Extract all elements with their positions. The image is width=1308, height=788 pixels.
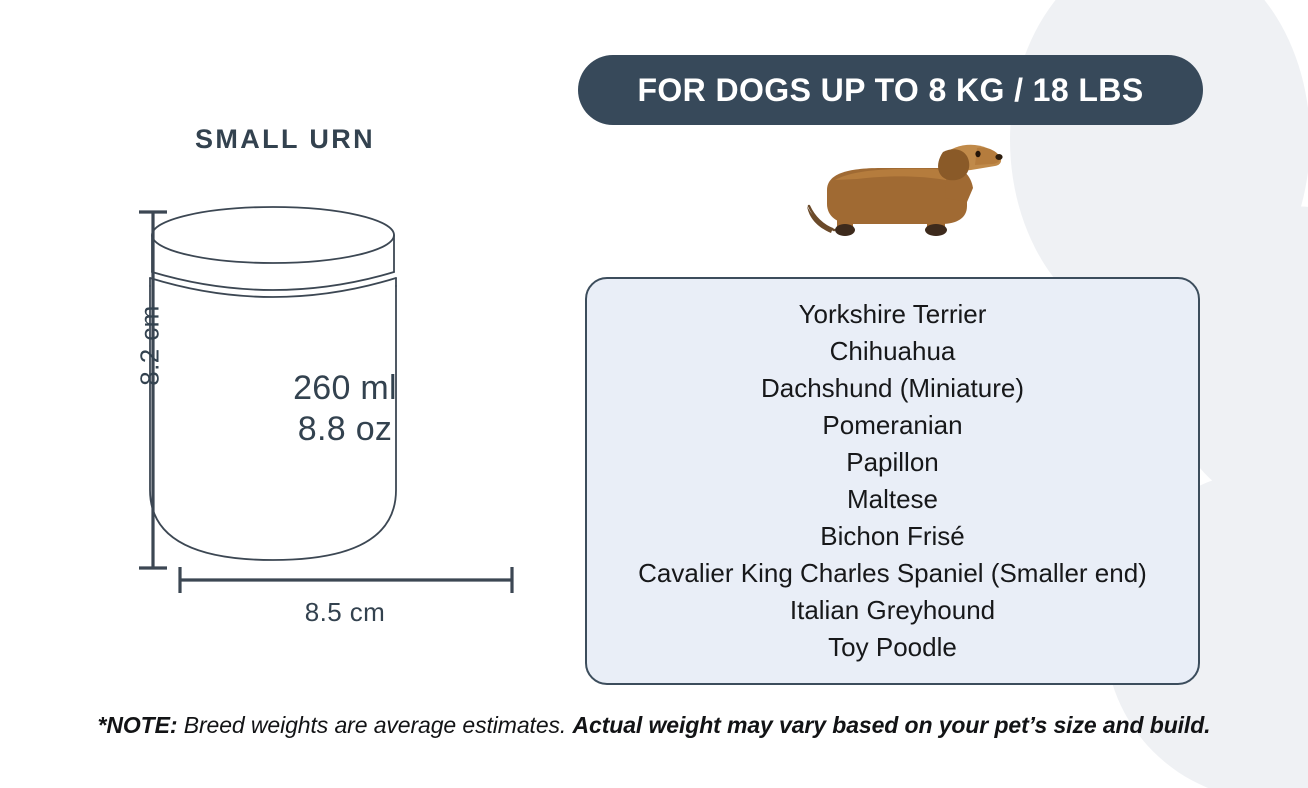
dog-back-highlight — [835, 168, 966, 186]
urn-lid-bottom-curve — [151, 271, 395, 291]
urn-volume-ml: 260 ml — [293, 369, 397, 407]
dog-ear — [938, 149, 970, 181]
urn-drawing — [139, 206, 514, 593]
breed-list-item: Papillon — [846, 447, 939, 477]
breed-list-item: Toy Poodle — [828, 632, 957, 662]
urn-title: SMALL URN — [194, 124, 376, 154]
footnote-bold-text: Actual weight may vary based on your pet… — [572, 712, 1211, 738]
breed-list-item: Chihuahua — [829, 336, 956, 366]
urn-lid-top-ellipse — [151, 206, 395, 264]
breed-list-item: Cavalier King Charles Spaniel (Smaller e… — [638, 558, 1147, 588]
dachshund-icon — [807, 144, 1003, 236]
urn-body-rim-curve — [149, 277, 397, 298]
weight-range-banner: FOR DOGS UP TO 8 KG / 18 LBS — [578, 55, 1203, 125]
width-dimension-line — [178, 567, 514, 593]
urn-height-label: 8.2 cm — [134, 305, 165, 386]
urn-volume-oz: 8.8 oz — [297, 410, 393, 449]
dog-body — [827, 168, 967, 224]
dog-tail-line — [807, 204, 836, 232]
footnote: *NOTE: Breed weights are average estimat… — [0, 712, 1308, 739]
dog-nose — [995, 154, 1003, 160]
footnote-label: *NOTE: — [97, 712, 178, 738]
urn-diagram-section: SMALL URN — [0, 0, 570, 700]
breed-list-item: Maltese — [846, 484, 939, 514]
footnote-normal-text: Breed weights are average estimates. — [183, 712, 567, 738]
dog-front-paw — [925, 224, 947, 236]
breed-list-item: Yorkshire Terrier — [798, 299, 987, 329]
dog-muzzle — [975, 147, 1001, 165]
weight-range-text: FOR DOGS UP TO 8 KG / 18 LBS — [637, 71, 1144, 108]
urn-body-outline — [149, 285, 397, 561]
breed-list-item: Italian Greyhound — [789, 595, 996, 625]
breed-list-item: Pomeranian — [822, 410, 963, 440]
urn-width-label: 8.5 cm — [304, 597, 386, 627]
height-dimension-line — [139, 210, 167, 570]
dog-hind-paw — [835, 224, 855, 236]
breed-list-item: Dachshund (Miniature) — [760, 373, 1024, 403]
urn-volume-text: 260 ml 8.8 oz — [175, 368, 515, 451]
dog-eye — [975, 150, 981, 158]
dachshund-dog-illustration — [795, 132, 1005, 257]
breed-list-item: Bichon Frisé — [820, 521, 965, 551]
breed-list-panel: Yorkshire Terrier Chihuahua Dachshund (M… — [585, 277, 1200, 685]
